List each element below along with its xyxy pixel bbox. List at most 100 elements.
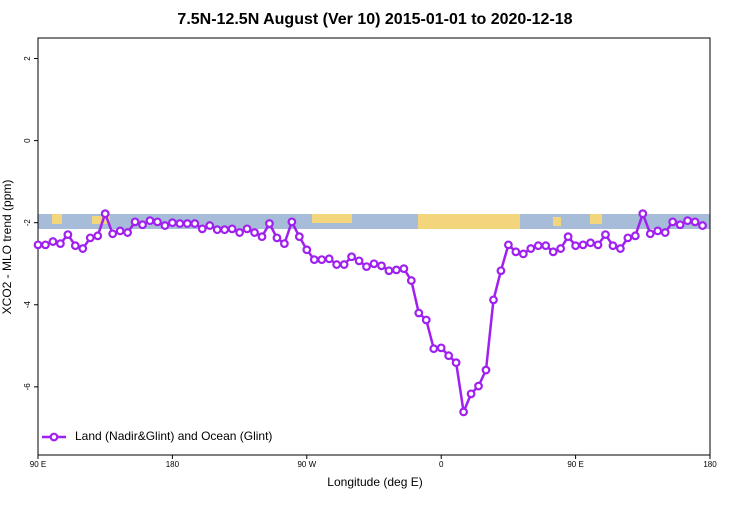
data-point (63, 230, 73, 239)
x-tick-label: 0 (439, 460, 444, 469)
data-point (660, 228, 670, 237)
x-tick-label: 90 E (567, 460, 583, 469)
data-point (212, 225, 222, 235)
legend-marker (49, 432, 59, 442)
data-point (302, 245, 312, 255)
data-point (563, 232, 573, 242)
data-point (474, 381, 483, 391)
data-point (593, 240, 603, 250)
data-point (190, 219, 200, 228)
y-tick-label: -6 (23, 383, 32, 391)
data-point (354, 256, 364, 266)
data-point (324, 254, 334, 264)
data-point (496, 266, 506, 276)
y-tick-label: 0 (23, 138, 32, 143)
data-point (220, 225, 230, 235)
data-point (459, 407, 469, 417)
data-point (130, 217, 140, 227)
data-point (429, 344, 439, 354)
data-point (123, 228, 132, 237)
data-point (548, 247, 558, 257)
data-point (414, 308, 424, 318)
data-point (280, 239, 289, 249)
data-point (33, 240, 43, 250)
data-point (533, 241, 543, 251)
series-line (38, 209, 704, 417)
data-point (384, 266, 394, 276)
x-tick-label: 90 E (30, 460, 46, 469)
data-point (257, 232, 267, 242)
data-point (489, 295, 498, 305)
data-point (287, 217, 297, 227)
data-point (608, 241, 618, 251)
y-axis-label: XCO2 - MLO trend (ppm) (0, 180, 14, 315)
data-point (653, 226, 663, 236)
data-point (406, 276, 416, 285)
data-point (197, 224, 207, 234)
data-point (332, 260, 342, 269)
legend-label: Land (Nadir&Glint) and Ocean (Glint) (75, 429, 272, 443)
data-point (265, 219, 274, 228)
data-point (182, 219, 192, 228)
y-tick-label: -2 (23, 219, 32, 227)
data-point (638, 209, 648, 219)
data-point (317, 255, 327, 265)
data-point (444, 351, 454, 361)
data-point (160, 221, 170, 230)
y-tick-label: 2 (23, 56, 32, 61)
data-point (78, 244, 88, 253)
data-point (504, 240, 513, 250)
data-point (250, 228, 259, 237)
data-point (56, 239, 65, 249)
data-point (115, 226, 125, 236)
data-point (668, 217, 678, 227)
data-point (272, 233, 282, 243)
data-point (294, 232, 304, 242)
data-point (242, 224, 252, 234)
data-point (362, 262, 371, 272)
data-point (421, 315, 431, 325)
data-point (93, 231, 103, 241)
data-point (235, 228, 245, 237)
chart-title: 7.5N-12.5N August (Ver 10) 2015-01-01 to… (177, 11, 572, 28)
data-point (556, 244, 566, 253)
data-point (392, 265, 401, 275)
data-point (377, 261, 386, 271)
data-point (541, 241, 551, 251)
data-point (85, 233, 95, 243)
data-point (175, 219, 185, 228)
x-tick-label: 180 (166, 460, 180, 469)
data-point (138, 220, 147, 230)
x-axis-label: Longitude (deg E) (327, 475, 422, 489)
data-point (683, 216, 692, 226)
data-point (451, 358, 461, 368)
data-point (511, 247, 521, 257)
data-point (466, 389, 476, 399)
data-point (347, 252, 357, 262)
data-point (690, 217, 700, 227)
data-point (623, 233, 633, 243)
data-point (153, 217, 162, 227)
data-point (205, 221, 215, 230)
data-point (41, 240, 50, 250)
data-point (339, 260, 349, 269)
data-point (145, 216, 155, 226)
data-point (369, 259, 379, 269)
x-tick-label: 180 (703, 460, 717, 469)
data-point (399, 264, 409, 274)
data-point (526, 244, 536, 253)
data-point (586, 238, 595, 248)
data-point (601, 230, 610, 239)
y-tick-label: -4 (23, 301, 32, 309)
data-point (518, 249, 528, 259)
x-tick-label: 90 W (297, 460, 316, 469)
data-point (167, 218, 177, 228)
data-point (481, 365, 491, 375)
data-point (630, 231, 640, 241)
data-point (70, 241, 80, 251)
data-point (108, 229, 118, 239)
data-point (227, 224, 237, 234)
data-point (698, 221, 707, 230)
data-point (578, 240, 588, 250)
